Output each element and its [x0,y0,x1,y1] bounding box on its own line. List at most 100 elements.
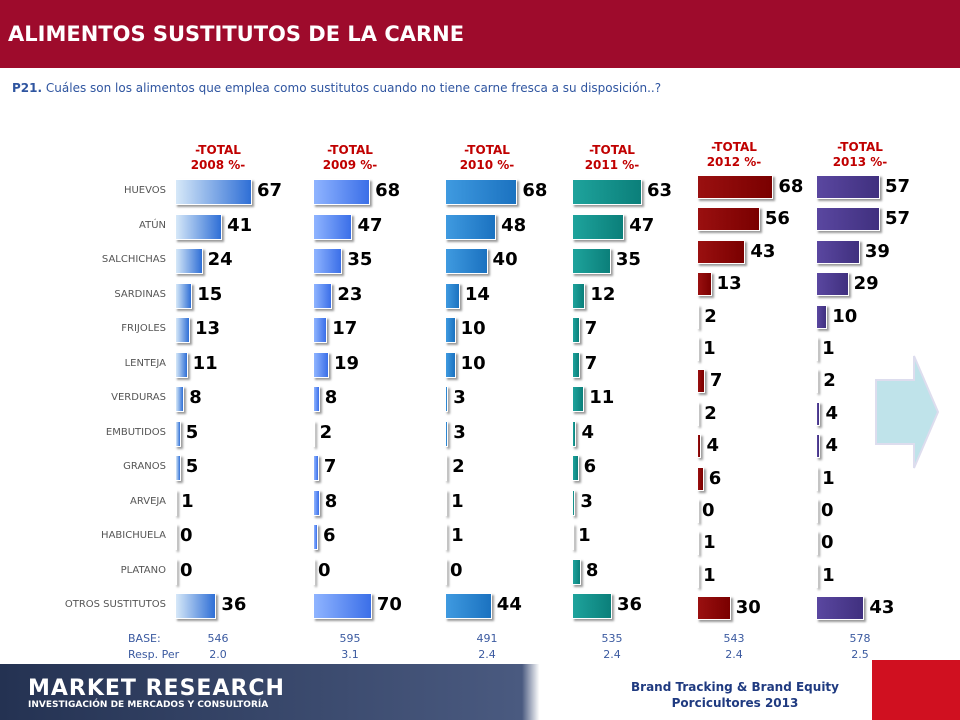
arrow [875,355,940,469]
value-label: 40 [492,249,518,270]
value-label: 2 [823,370,836,392]
resp-value: 2.0 [209,648,227,661]
value-label: 13 [194,318,220,339]
bar [313,179,371,205]
bar [697,304,700,329]
value-label: 0 [180,559,193,581]
bar [697,596,731,621]
bar [175,317,190,343]
value-label: 8 [324,490,338,512]
value-label: 11 [589,387,615,408]
bar [445,593,492,619]
panel-title: -TOTAL 2011 %- [584,143,640,172]
bar [697,434,702,459]
bar [816,434,821,459]
panel-title: -TOTAL 2013 %- [832,140,888,169]
value-label: 0 [821,532,834,554]
value-label: 1 [451,525,464,546]
bar [572,351,580,378]
bar [313,386,320,412]
bar [572,558,581,585]
value-label: 11 [192,352,218,374]
bar [697,466,704,491]
bar [445,455,448,481]
value-label: 57 [885,176,911,197]
value-label: 47 [357,214,383,236]
value-label: 7 [323,456,337,477]
bar [445,179,518,205]
bar [572,489,576,516]
value-label: 1 [703,338,716,359]
value-label: 41 [227,214,253,236]
bar [697,272,712,297]
resp-value: 2.4 [603,648,621,661]
value-label: 70 [376,594,402,615]
base-value: 546 [207,632,229,645]
bar [697,369,705,394]
base-value: 491 [476,632,498,645]
value-label: 8 [324,387,338,408]
value-label: 4 [706,435,720,457]
value-label: 35 [347,249,373,270]
bar [175,558,177,585]
bar [175,455,181,481]
bar [313,524,319,550]
value-label: 68 [375,180,401,201]
value-label: 1 [703,532,716,554]
value-label: 1 [703,564,716,586]
value-label: 48 [501,214,527,236]
bar [816,304,828,329]
value-label: 67 [257,180,283,201]
value-label: 1 [822,564,835,586]
base-value: 578 [849,632,871,645]
value-label: 7 [584,352,598,374]
bar [445,213,497,240]
bar [572,282,586,309]
question-text: Cuáles son los alimentos que emplea como… [45,81,662,95]
bar [175,593,217,619]
bar [697,337,699,361]
resp-label: Resp. Per [128,648,180,661]
value-label: 10 [460,352,486,374]
value-label: 30 [735,597,761,619]
bar [313,455,319,481]
footer-logo: MARKET RESEARCH [28,676,285,701]
bar [175,420,181,447]
category-label: HUEVOS [123,185,166,196]
value-label: 7 [709,370,723,392]
value-label: 39 [864,240,890,262]
header-band [0,0,960,68]
bar [572,317,580,343]
bar [445,558,447,585]
base-value: 535 [601,632,623,645]
bar [175,179,252,205]
bar [697,401,700,426]
value-label: 0 [318,559,331,581]
bar [572,524,574,550]
footer-logo-sub: INVESTIGACIÓN DE MERCADOS Y CONSULTORÍA [28,700,269,710]
base-value: 543 [723,632,745,645]
bar [697,207,760,232]
bar [445,489,447,516]
resp-value: 3.1 [341,648,359,661]
value-label: 35 [615,249,641,270]
bar [445,248,488,274]
value-label: 5 [185,421,199,443]
bar [175,524,177,550]
value-label: 19 [333,352,360,374]
value-label: 4 [825,435,839,457]
value-label: 13 [716,273,742,295]
bar [175,386,185,412]
bar [572,420,577,447]
bar [313,351,329,378]
panel-title: -TOTAL 2010 %- [459,143,515,172]
value-label: 24 [207,249,233,270]
category-label: OTROS SUSTITUTOS [64,599,166,610]
value-label: 7 [584,318,598,339]
category-label: PLATANO [120,564,166,576]
value-label: 0 [702,500,715,521]
value-label: 4 [581,421,594,443]
value-label: 1 [578,525,591,546]
footer-line1: Brand Tracking & Brand Equity [631,680,839,694]
